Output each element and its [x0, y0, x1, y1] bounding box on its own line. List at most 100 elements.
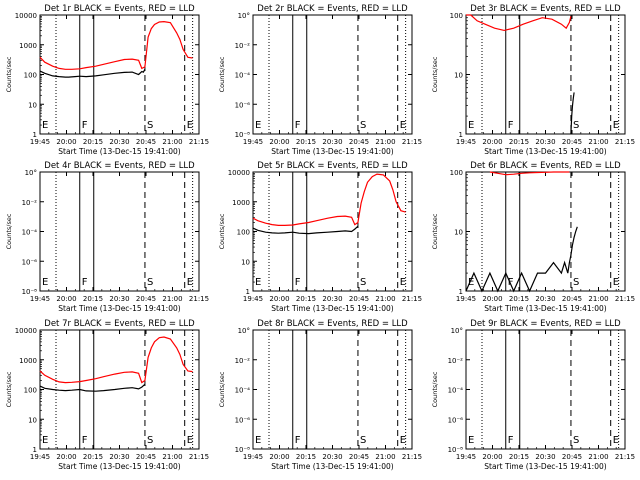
plot-frame [39, 14, 200, 135]
marker-label: E [468, 120, 474, 131]
detector-panel-9: Det 9r BLACK = Events, RED = LLD Counts/s… [431, 319, 635, 471]
series-line-events [465, 226, 578, 293]
marker-label: E [187, 277, 193, 288]
x-tick-label: 21:15 [189, 295, 209, 303]
y-tick-label: 10⁻² [22, 199, 38, 207]
y-axis-label: Counts/sec [431, 213, 439, 249]
x-tick-label: 19:45 [30, 453, 50, 461]
x-tick-label: 20:45 [136, 138, 156, 146]
y-axis-label: Counts/sec [431, 371, 439, 407]
y-tick-label: 10 [454, 72, 463, 80]
y-tick-label: 10⁻⁴ [22, 229, 38, 237]
x-axis-label: Start Time (13-Dec-15 19:41:00) [271, 462, 393, 471]
x-axis-label: Start Time (13-Dec-15 19:41:00) [58, 462, 180, 471]
marker-label: E [613, 277, 619, 288]
y-axis-label: Counts/sec [218, 213, 226, 249]
x-tick-label: 21:15 [615, 453, 635, 461]
x-tick-label: 20:15 [296, 295, 316, 303]
plot-title: Det 8r BLACK = Events, RED = LLD [257, 319, 408, 329]
marker-label: S [360, 277, 366, 288]
x-tick-label: 20:00 [56, 138, 76, 146]
detector-panel-6: Det 6r BLACK = Events, RED = LLD Counts/s… [431, 161, 635, 313]
marker-label: F [295, 120, 301, 131]
marker-label: E [255, 277, 261, 288]
x-tick-label: 20:30 [535, 295, 555, 303]
y-tick-label: 1000 [19, 357, 37, 365]
x-tick-label: 20:15 [296, 138, 316, 146]
marker-label: F [295, 277, 301, 288]
y-tick-label: 1 [459, 131, 463, 139]
y-tick-label: 1000 [232, 199, 250, 207]
plot-frame [465, 329, 626, 450]
series-line-events [39, 383, 146, 392]
x-tick-label: 19:45 [456, 138, 476, 146]
x-tick-label: 20:00 [269, 138, 289, 146]
marker-label: E [42, 120, 48, 131]
marker-label: S [147, 435, 153, 446]
series-line-lld [466, 14, 572, 32]
x-tick-label: 19:45 [30, 138, 50, 146]
marker-label: E [613, 435, 619, 446]
series-line-lld [489, 171, 570, 176]
y-tick-label: 10⁻⁶ [448, 416, 464, 424]
x-tick-label: 21:00 [162, 138, 182, 146]
y-tick-label: 10 [28, 416, 37, 424]
x-axis-label: Start Time (13-Dec-15 19:41:00) [58, 147, 180, 156]
x-tick-label: 20:30 [109, 295, 129, 303]
plot-frame [39, 171, 200, 292]
x-axis-label: Start Time (13-Dec-15 19:41:00) [484, 304, 606, 313]
x-tick-label: 20:30 [535, 453, 555, 461]
series-line-lld [252, 173, 406, 226]
x-tick-label: 20:45 [349, 138, 369, 146]
y-tick-label: 100 [450, 169, 463, 177]
plot-title: Det 2r BLACK = Events, RED = LLD [257, 4, 408, 14]
marker-label: E [400, 120, 406, 131]
plot-title: Det 5r BLACK = Events, RED = LLD [257, 161, 408, 171]
y-tick-label: 10⁻⁶ [235, 101, 251, 109]
plot-title: Det 1r BLACK = Events, RED = LLD [44, 4, 195, 14]
y-tick-label: 10⁻² [235, 357, 251, 365]
x-tick-label: 20:15 [83, 453, 103, 461]
y-tick-label: 100 [24, 72, 37, 80]
x-tick-label: 21:00 [375, 295, 395, 303]
plot-frame [465, 14, 626, 135]
y-tick-label: 10⁻⁴ [235, 387, 251, 395]
y-tick-label: 10 [454, 229, 463, 237]
series-line-events [39, 69, 146, 78]
marker-label: E [255, 120, 261, 131]
marker-label: F [82, 435, 88, 446]
detector-panel-4: Det 4r BLACK = Events, RED = LLD Counts/s… [5, 161, 209, 313]
plot-title: Det 6r BLACK = Events, RED = LLD [470, 161, 621, 171]
x-tick-label: 20:15 [509, 453, 529, 461]
y-tick-label: 10° [25, 169, 37, 177]
marker-label: S [573, 435, 579, 446]
y-tick-label: 1 [33, 446, 37, 454]
x-tick-label: 20:00 [56, 295, 76, 303]
x-tick-label: 20:00 [482, 295, 502, 303]
x-tick-label: 21:00 [588, 295, 608, 303]
plot-frame [252, 14, 413, 135]
x-tick-label: 20:15 [509, 295, 529, 303]
marker-label: F [295, 435, 301, 446]
x-tick-label: 21:00 [588, 453, 608, 461]
x-tick-label: 20:45 [562, 295, 582, 303]
series-line-events [570, 92, 575, 135]
x-tick-label: 20:15 [83, 295, 103, 303]
plot-title: Det 4r BLACK = Events, RED = LLD [44, 161, 195, 171]
marker-label: E [42, 435, 48, 446]
x-tick-label: 20:00 [56, 453, 76, 461]
x-tick-label: 20:45 [349, 453, 369, 461]
y-tick-label: 1 [459, 288, 463, 296]
x-tick-label: 20:15 [509, 138, 529, 146]
plot-frame [252, 329, 413, 450]
x-tick-label: 21:00 [162, 453, 182, 461]
x-tick-label: 20:00 [269, 295, 289, 303]
y-tick-label: 1 [33, 131, 37, 139]
x-tick-label: 20:15 [83, 138, 103, 146]
marker-label: S [147, 120, 153, 131]
y-tick-label: 10 [28, 101, 37, 109]
x-tick-label: 19:45 [243, 138, 263, 146]
x-tick-label: 21:15 [615, 138, 635, 146]
y-tick-label: 100 [24, 387, 37, 395]
x-tick-label: 21:15 [402, 295, 422, 303]
